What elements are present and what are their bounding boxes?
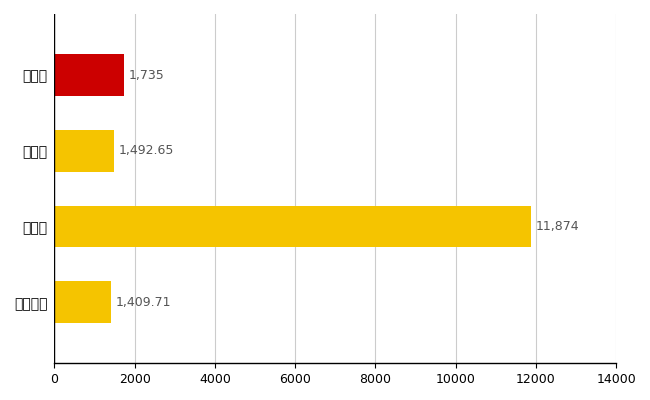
Text: 1,492.65: 1,492.65 [119, 144, 174, 157]
Bar [55, 130, 114, 172]
Bar [55, 54, 124, 96]
Bar [55, 206, 531, 247]
Text: 1,735: 1,735 [129, 68, 164, 82]
Text: 11,874: 11,874 [536, 220, 579, 233]
Text: 1,409.71: 1,409.71 [116, 296, 171, 309]
Bar [55, 282, 111, 323]
